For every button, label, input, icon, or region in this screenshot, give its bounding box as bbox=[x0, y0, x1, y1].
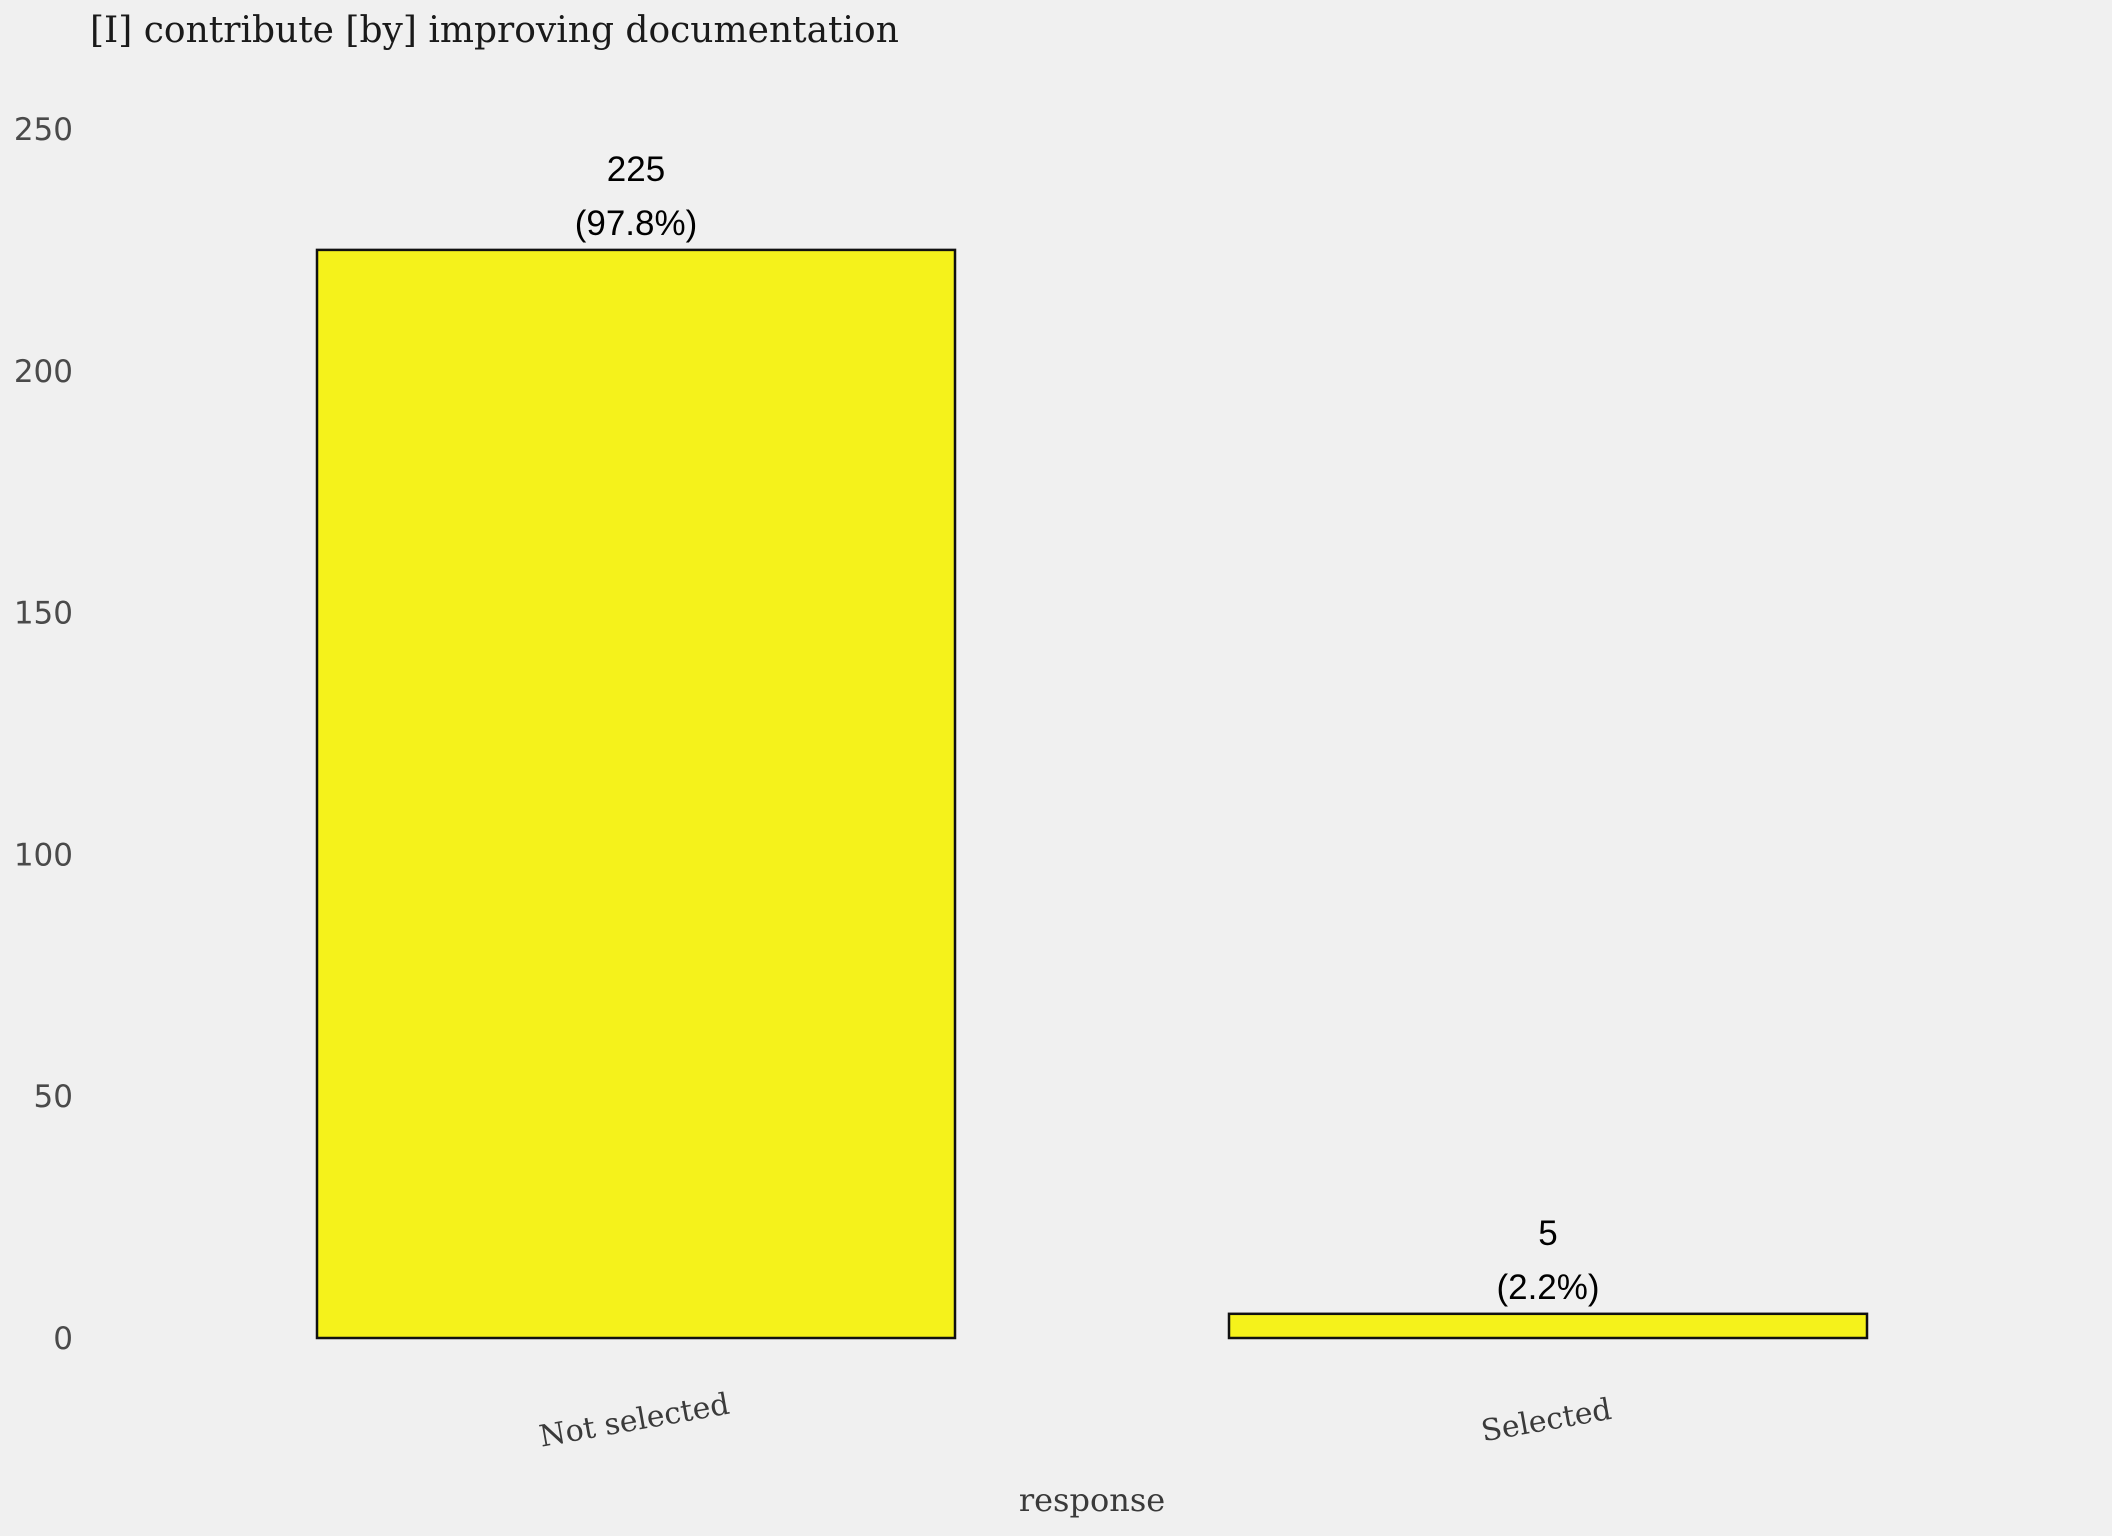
x-axis-label: response bbox=[1019, 1481, 1165, 1519]
y-tick-label: 0 bbox=[53, 1321, 73, 1357]
y-tick-label: 200 bbox=[14, 354, 73, 390]
data-label-count: 5 bbox=[1538, 1214, 1557, 1253]
y-tick-label: 150 bbox=[14, 596, 73, 632]
y-tick-label: 100 bbox=[14, 837, 73, 873]
bar bbox=[1227, 1312, 1869, 1340]
y-tick-label: 50 bbox=[34, 1079, 73, 1115]
bar bbox=[315, 248, 957, 1340]
y-axis: 0 50 100 150 200 250 bbox=[14, 112, 73, 1357]
bars bbox=[315, 248, 1869, 1340]
x-tick-label: Selected bbox=[1479, 1392, 1615, 1449]
y-tick-label: 250 bbox=[14, 112, 73, 148]
x-axis: Not selected Selected bbox=[537, 1387, 1614, 1455]
data-label-percent: (97.8%) bbox=[575, 204, 698, 243]
chart-title: [I] contribute [by] improving documentat… bbox=[90, 10, 899, 51]
data-label-percent: (2.2%) bbox=[1496, 1268, 1599, 1307]
x-tick-label: Not selected bbox=[537, 1387, 732, 1455]
data-labels: 225 (97.8%) 5 (2.2%) bbox=[575, 150, 1600, 1307]
data-label-count: 225 bbox=[607, 150, 665, 189]
